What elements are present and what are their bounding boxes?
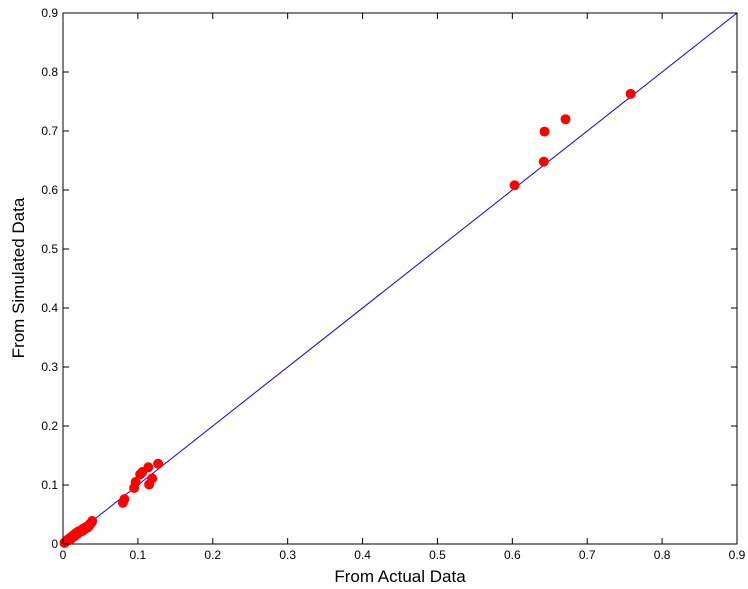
y-tick-label: 0.4	[41, 301, 58, 315]
x-tick-label: 0.2	[204, 548, 221, 562]
y-tick-label: 0.6	[41, 183, 58, 197]
points-layer	[59, 88, 636, 548]
data-point	[539, 126, 550, 137]
data-point	[143, 462, 154, 473]
y-tick-label: 0.7	[41, 124, 58, 138]
y-tick-label: 0	[51, 537, 58, 551]
x-tick-label: 0.7	[579, 548, 596, 562]
data-point	[153, 458, 164, 469]
x-tick-label: 0.8	[654, 548, 671, 562]
reference-line-layer	[62, 12, 738, 545]
data-point	[87, 515, 98, 526]
x-tick-label: 0.6	[504, 548, 521, 562]
y-axis-label: From Simulated Data	[9, 197, 28, 358]
data-point	[147, 473, 158, 484]
x-tick-label: 0.9	[729, 548, 746, 562]
x-tick-label: 0.1	[130, 548, 147, 562]
data-point	[560, 114, 571, 125]
y-tick-label: 0.5	[41, 242, 58, 256]
data-point	[625, 88, 636, 99]
reference-line	[62, 12, 738, 545]
y-tick-label: 0.3	[41, 360, 58, 374]
x-tick-label: 0.3	[279, 548, 296, 562]
data-point	[509, 180, 520, 191]
x-tick-label: 0.4	[354, 548, 371, 562]
x-axis-label: From Actual Data	[334, 567, 466, 586]
data-point	[119, 494, 130, 505]
x-tick-label: 0	[60, 548, 67, 562]
y-tick-label: 0.9	[41, 6, 58, 20]
x-tick-label: 0.5	[429, 548, 446, 562]
y-axis-ticks: 0 0.1 0.2 0.3 0.4 0.5 0.6 0.7 0.8 0.9	[41, 6, 737, 551]
data-point	[538, 156, 549, 167]
x-axis-ticks: 0 0.1 0.2 0.3 0.4 0.5 0.6 0.7 0.8 0.9	[60, 13, 746, 562]
data-point	[130, 477, 141, 488]
y-tick-label: 0.1	[41, 478, 58, 492]
y-tick-label: 0.8	[41, 65, 58, 79]
y-tick-label: 0.2	[41, 419, 58, 433]
